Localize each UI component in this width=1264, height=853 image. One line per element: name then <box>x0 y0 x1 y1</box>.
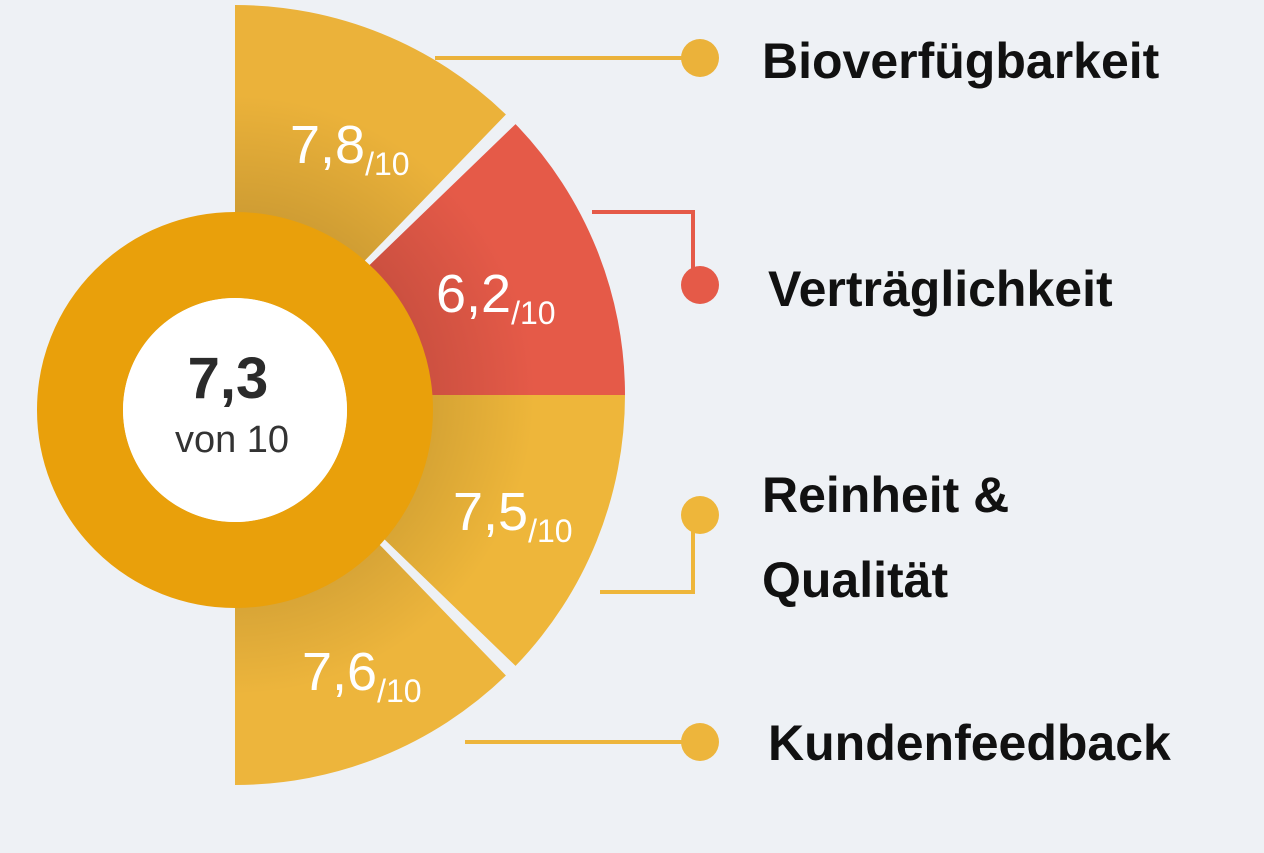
segment-1-name-label: Bioverfügbarkeit <box>762 33 1160 89</box>
segment-2-name-label: Verträglichkeit <box>768 261 1113 317</box>
segment-1-connector-dot <box>681 39 719 77</box>
connectors-layer <box>435 39 719 761</box>
segments-layer: 7,8/10 6,2/10 7,5/10 7,6/10 <box>235 5 625 785</box>
segment-2-connector-line <box>592 210 695 285</box>
segment-3-connector-line <box>600 515 695 594</box>
segment-2-connector-dot <box>681 266 719 304</box>
overall-score-donut: 7,3 von 10 <box>37 212 433 608</box>
overall-score-center <box>123 298 347 522</box>
segment-4-value-label: 7,6/10 <box>302 642 422 709</box>
segment-4-connector-dot <box>681 723 719 761</box>
segment-4-name-label: Kundenfeedback <box>768 715 1171 771</box>
overall-score-ring <box>37 212 433 608</box>
segment-3-name-label-line-1: Reinheit & <box>762 467 1009 523</box>
overall-score-caption: von 10 <box>175 419 289 461</box>
segment-3-value-label: 7,5/10 <box>453 482 573 549</box>
segment-3-name-label-line-2: Qualität <box>762 552 948 608</box>
segment-1-arc-shading <box>235 5 506 295</box>
segment-1-value-label: 7,8/10 <box>290 115 410 182</box>
overall-score-value: 7,3 <box>188 346 269 411</box>
segment-2-value-label: 6,2/10 <box>436 264 556 331</box>
segment-3-connector-dot <box>681 496 719 534</box>
labels-layer: Bioverfügbarkeit Verträglichkeit Reinheit … <box>762 33 1171 771</box>
